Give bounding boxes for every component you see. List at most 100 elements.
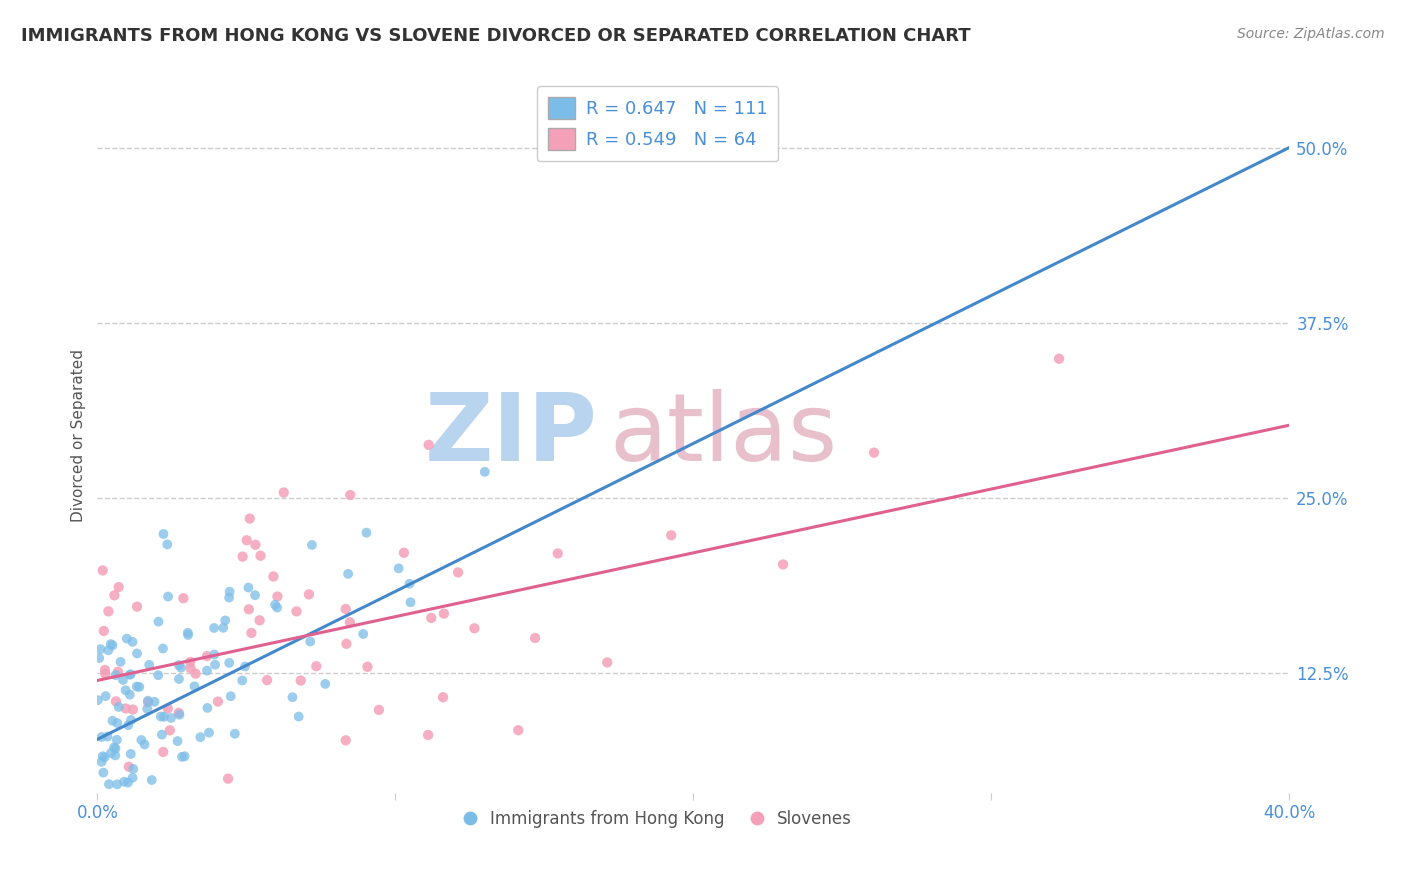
Point [463, 621, 485, 635]
Point [143, 695, 166, 709]
Point [218, 591, 240, 605]
Point [167, 658, 190, 673]
Point [87, 693, 110, 707]
Legend: Immigrants from Hong Kong, Slovenes: Immigrants from Hong Kong, Slovenes [457, 803, 858, 834]
Point [179, 661, 201, 675]
Point [122, 762, 145, 776]
Point [111, 673, 134, 687]
Point [266, 600, 288, 615]
Point [233, 659, 256, 673]
Point [91, 563, 114, 577]
Point [112, 774, 135, 789]
Point [243, 588, 266, 602]
Point [290, 673, 312, 688]
Point [256, 673, 278, 687]
Point [127, 799, 149, 814]
Point [224, 727, 246, 741]
Point [97, 604, 120, 618]
Point [298, 587, 321, 601]
Point [125, 599, 148, 614]
Point [339, 615, 361, 630]
Point [172, 591, 194, 606]
Point [160, 711, 183, 725]
Point [392, 546, 415, 560]
Point [136, 695, 159, 709]
Point [447, 566, 470, 580]
Point [418, 438, 440, 452]
Point [474, 465, 496, 479]
Point [219, 689, 242, 703]
Point [125, 680, 148, 694]
Point [93, 799, 115, 814]
Point [118, 668, 141, 682]
Point [98, 777, 121, 791]
Point [183, 679, 205, 693]
Point [107, 700, 129, 714]
Point [91, 799, 114, 814]
Point [356, 660, 378, 674]
Point [335, 637, 357, 651]
Point [508, 723, 530, 738]
Point [339, 488, 361, 502]
Point [93, 765, 115, 780]
Point [114, 701, 136, 715]
Point [659, 528, 682, 542]
Point [89, 642, 111, 657]
Point [96, 799, 118, 814]
Point [772, 558, 794, 572]
Point [352, 627, 374, 641]
Point [190, 730, 212, 744]
Point [235, 533, 257, 548]
Point [173, 749, 195, 764]
Point [249, 613, 271, 627]
Point [238, 581, 260, 595]
Point [117, 718, 139, 732]
Point [197, 701, 219, 715]
Point [89, 799, 111, 814]
Point [156, 701, 179, 715]
Point [148, 615, 170, 629]
Point [398, 576, 420, 591]
Point [204, 657, 226, 672]
Point [167, 672, 190, 686]
Point [195, 649, 218, 664]
Point [136, 701, 159, 715]
Point [314, 677, 336, 691]
Point [91, 749, 114, 764]
Point [94, 666, 117, 681]
Point [115, 632, 138, 646]
Point [149, 709, 172, 723]
Point [136, 694, 159, 708]
Point [416, 728, 439, 742]
Point [299, 634, 322, 648]
Point [177, 628, 200, 642]
Point [246, 799, 269, 814]
Point [93, 624, 115, 638]
Point [141, 772, 163, 787]
Point [433, 607, 456, 621]
Point [96, 730, 118, 744]
Point [202, 648, 225, 662]
Point [281, 690, 304, 705]
Point [157, 590, 180, 604]
Point [101, 714, 124, 728]
Point [94, 663, 117, 677]
Point [93, 799, 115, 814]
Point [107, 665, 129, 679]
Point [285, 604, 308, 618]
Point [107, 580, 129, 594]
Point [156, 537, 179, 551]
Point [239, 511, 262, 525]
Point [388, 561, 411, 575]
Point [103, 588, 125, 602]
Point [232, 549, 254, 564]
Text: IMMIGRANTS FROM HONG KONG VS SLOVENE DIVORCED OR SEPARATED CORRELATION CHART: IMMIGRANTS FROM HONG KONG VS SLOVENE DIV… [21, 27, 970, 45]
Point [152, 527, 174, 541]
Point [264, 598, 287, 612]
Point [90, 730, 112, 744]
Point [202, 621, 225, 635]
Point [207, 695, 229, 709]
Point [262, 569, 284, 583]
Point [1047, 351, 1070, 366]
Point [335, 602, 357, 616]
